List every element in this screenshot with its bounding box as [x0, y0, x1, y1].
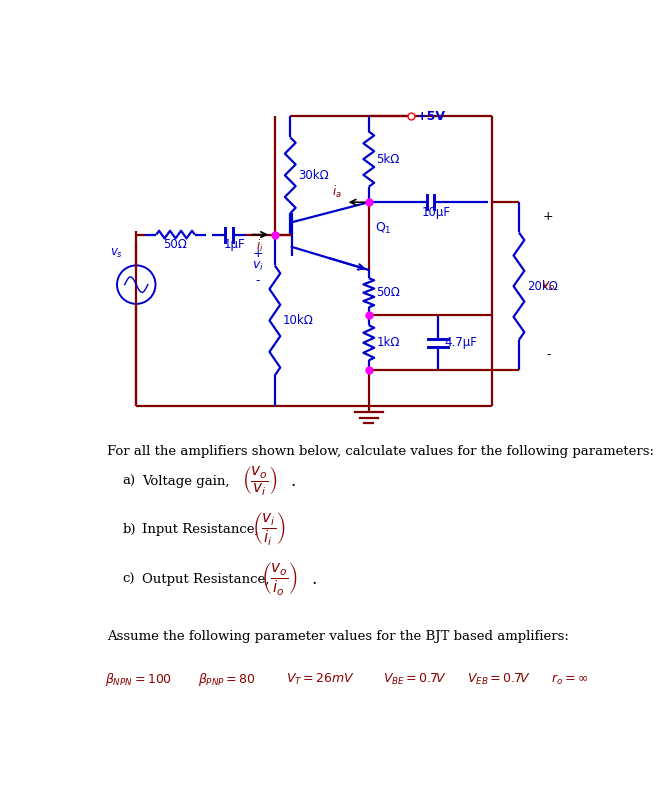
Text: 10μF: 10μF [422, 205, 451, 219]
Text: For all the amplifiers shown below, calculate values for the following parameter: For all the amplifiers shown below, calc… [107, 445, 654, 458]
Text: 30kΩ: 30kΩ [298, 168, 329, 182]
Text: a): a) [122, 475, 136, 488]
Text: 1μF: 1μF [224, 238, 245, 251]
Text: 20kΩ: 20kΩ [526, 279, 557, 293]
Text: c): c) [122, 573, 135, 586]
Text: Voltage gain,: Voltage gain, [141, 475, 229, 488]
Text: Input Resistance,: Input Resistance, [141, 523, 259, 536]
Text: $i_i$: $i_i$ [257, 238, 264, 254]
Text: Q$_1$: Q$_1$ [375, 221, 392, 236]
Text: $i_a$: $i_a$ [332, 184, 342, 200]
Text: .: . [311, 571, 316, 588]
Text: +5V: +5V [417, 109, 445, 123]
Text: $V_{BE}=0.7V$: $V_{BE}=0.7V$ [383, 672, 447, 687]
Text: -: - [546, 348, 551, 361]
Text: -: - [256, 275, 260, 287]
Text: Assume the following parameter values for the BJT based amplifiers:: Assume the following parameter values fo… [107, 630, 569, 643]
Text: +: + [543, 209, 553, 223]
Text: $V_{EB}=0.7V$: $V_{EB}=0.7V$ [467, 672, 530, 687]
Text: .: . [290, 473, 295, 490]
Text: 50Ω: 50Ω [376, 286, 400, 299]
Text: $\left(\dfrac{v_i}{i_i}\right)$: $\left(\dfrac{v_i}{i_i}\right)$ [252, 511, 285, 548]
Text: 4.7μF: 4.7μF [444, 336, 477, 349]
Text: $v_i$: $v_i$ [252, 260, 264, 273]
Text: $r_o=\infty$: $r_o=\infty$ [551, 673, 588, 687]
Text: 10kΩ: 10kΩ [282, 314, 313, 327]
Text: $V_T=26mV$: $V_T=26mV$ [286, 672, 355, 687]
Text: $\beta_{NPN}=100$: $\beta_{NPN}=100$ [105, 671, 172, 688]
Text: $\left(\dfrac{v_o}{i_o}\right)$: $\left(\dfrac{v_o}{i_o}\right)$ [261, 561, 298, 598]
Text: 50Ω: 50Ω [164, 238, 188, 251]
Text: $v_o$: $v_o$ [541, 279, 555, 293]
Text: Output Resistance,: Output Resistance, [141, 573, 269, 586]
Text: $v_s$: $v_s$ [111, 247, 124, 260]
Text: b): b) [122, 523, 136, 536]
Text: 1kΩ: 1kΩ [376, 336, 400, 349]
Text: 5kΩ: 5kΩ [376, 153, 400, 165]
Text: +: + [253, 247, 263, 260]
Text: $\left(\dfrac{v_o}{v_i}\right)$: $\left(\dfrac{v_o}{v_i}\right)$ [241, 465, 278, 498]
Text: $\beta_{PNP}=80$: $\beta_{PNP}=80$ [198, 671, 256, 688]
